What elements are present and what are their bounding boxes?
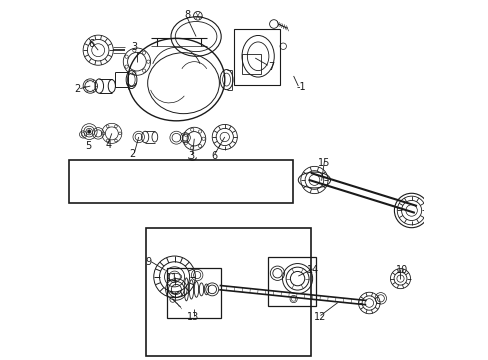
Text: 6: 6 xyxy=(88,39,94,49)
Text: 10: 10 xyxy=(395,265,407,275)
Text: 6: 6 xyxy=(210,150,217,161)
Bar xyxy=(267,257,316,306)
Text: 2: 2 xyxy=(74,84,80,94)
Text: 12: 12 xyxy=(314,312,326,322)
Bar xyxy=(233,30,280,85)
Bar xyxy=(69,160,292,203)
Bar xyxy=(167,268,221,318)
Text: 13: 13 xyxy=(187,312,199,322)
Text: 7: 7 xyxy=(268,62,274,72)
Text: 3: 3 xyxy=(188,150,194,161)
Text: 8: 8 xyxy=(183,10,190,20)
Text: 11: 11 xyxy=(165,273,178,283)
Text: 3: 3 xyxy=(131,42,137,52)
Text: 4: 4 xyxy=(105,140,111,150)
Circle shape xyxy=(87,130,91,134)
Text: -1: -1 xyxy=(296,82,305,92)
Text: 15: 15 xyxy=(318,158,330,168)
Text: 5: 5 xyxy=(85,141,91,151)
Text: 14: 14 xyxy=(306,265,318,275)
Text: 2: 2 xyxy=(129,149,136,159)
Bar xyxy=(241,54,261,74)
Text: 9: 9 xyxy=(145,257,151,267)
Bar xyxy=(145,228,310,356)
